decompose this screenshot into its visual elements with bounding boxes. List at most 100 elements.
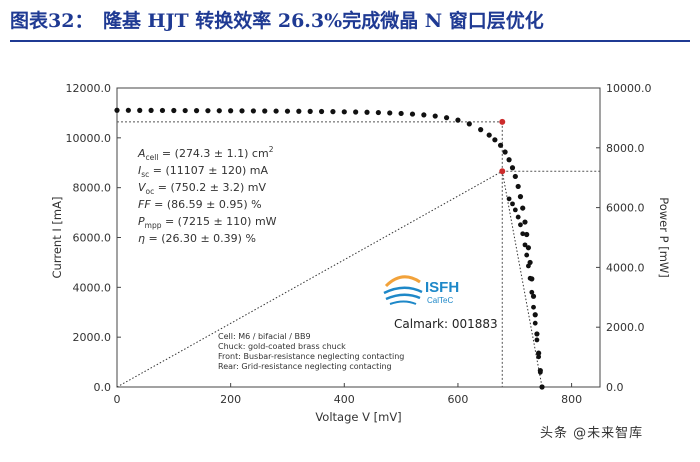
svg-text:ISFH: ISFH [425, 279, 459, 296]
iv-point [455, 117, 461, 123]
iv-point [532, 312, 538, 318]
iv-point [284, 108, 291, 114]
y-axis-label: Current I [mA] [50, 197, 64, 279]
y2-tick-label: 0.0 [606, 381, 624, 394]
mpp-power-point [499, 168, 506, 175]
watermark: 头条 @未来智库 [540, 426, 644, 441]
power-point [515, 214, 521, 220]
title-rule [10, 40, 690, 42]
iv-point [398, 110, 404, 117]
y2-tick-label: 10000.0 [606, 82, 652, 95]
iv-point [497, 142, 504, 148]
power-point [520, 231, 526, 237]
iv-point [502, 149, 508, 155]
iv-point [159, 107, 166, 114]
power-point [531, 304, 536, 310]
y2-tick-label: 8000.0 [606, 142, 645, 155]
y-tick-label: 6000.0 [73, 232, 112, 245]
x-tick-label: 200 [220, 393, 241, 406]
iv-point [216, 108, 222, 114]
iv-point [171, 107, 177, 114]
iv-point [512, 173, 518, 180]
iv-point [387, 110, 393, 116]
iv-point [525, 245, 532, 251]
power-point [518, 222, 523, 228]
iv-point [530, 293, 537, 299]
parameter-line: Voc = (750.2 ± 3.2) mV [138, 181, 266, 196]
iv-point [137, 107, 143, 113]
iv-point [205, 108, 211, 114]
iv-point [524, 231, 530, 238]
x-tick-label: 0 [114, 393, 121, 406]
power-segment [116, 170, 503, 388]
iv-point [296, 108, 302, 114]
iv-point [421, 112, 427, 118]
iv-point [250, 108, 256, 114]
y-tick-label: 0.0 [94, 381, 112, 394]
note-line: Front: Busbar-resistance neglecting cont… [218, 352, 404, 361]
power-point [536, 354, 542, 360]
isfh-logo: ISFH CalTeC [383, 275, 459, 305]
x-tick-label: 800 [561, 393, 582, 406]
iv-point [517, 194, 524, 200]
iv-point [486, 132, 492, 138]
page-title: 图表32： 隆基 HJT 转换效率 26.3%完成微晶 N 窗口层优化 [10, 10, 544, 32]
y-tick-label: 12000.0 [66, 82, 112, 95]
iv-point [520, 205, 526, 211]
power-series [116, 170, 545, 390]
note-line: Cell: M6 / bifacial / BB9 [218, 332, 311, 341]
iv-point [537, 367, 543, 374]
iv-point [262, 108, 268, 114]
iv-point [539, 384, 545, 390]
iv-point [114, 107, 120, 113]
iv-point [307, 108, 313, 114]
iv-point [515, 183, 521, 190]
power-point [524, 252, 530, 258]
iv-point [409, 111, 416, 117]
iv-point [527, 259, 533, 266]
axis-ticks: 0 200 400 600 8000.02000.04000.06000.08000.0… [66, 82, 652, 406]
mpp-marks [499, 118, 506, 175]
power-point [522, 242, 528, 248]
parameter-line: η = (26.30 ± 0.39) % [138, 232, 256, 245]
y-tick-label: 2000.0 [73, 331, 112, 344]
iv-point [341, 109, 347, 115]
x-axis-label: Voltage V [mV] [315, 410, 401, 424]
iv-point [529, 276, 535, 282]
iv-point [466, 121, 472, 127]
iv-point [182, 107, 188, 114]
x-tick-label: 600 [447, 393, 468, 406]
power-point [529, 289, 535, 295]
iv-point [193, 107, 200, 114]
y-tick-label: 10000.0 [66, 132, 112, 145]
y-tick-label: 4000.0 [73, 281, 112, 294]
iv-point [353, 109, 359, 115]
iv-point [239, 108, 245, 114]
power-point [534, 337, 540, 343]
iv-point [125, 107, 131, 113]
mpp-current-point [499, 118, 506, 125]
iv-point [478, 127, 484, 133]
note-line: Chuck: gold-coated brass chuck [218, 342, 346, 351]
y2-tick-label: 4000.0 [606, 261, 645, 274]
power-point [512, 207, 518, 213]
y-tick-label: 8000.0 [73, 182, 112, 195]
iv-point [443, 115, 450, 121]
parameter-list: Acell = (274.3 ± 1.1) cm2 Isc = (11107 ± … [137, 145, 277, 245]
iv-point [273, 108, 279, 114]
calmark-label: Calmark: 001883 [394, 317, 498, 331]
note-line: Rear: Grid-resistance neglecting contact… [218, 362, 392, 371]
x-tick-label: 400 [334, 393, 355, 406]
iv-point [432, 113, 438, 119]
parameter-line: Acell = (274.3 ± 1.1) cm2 [137, 145, 274, 162]
y2-tick-label: 6000.0 [606, 202, 645, 215]
power-segment [501, 171, 543, 388]
iv-point [364, 109, 370, 115]
iv-point [330, 109, 336, 115]
iv-point [522, 219, 528, 225]
iv-point [148, 107, 154, 114]
iv-point [536, 350, 542, 356]
iv-point [318, 108, 325, 115]
